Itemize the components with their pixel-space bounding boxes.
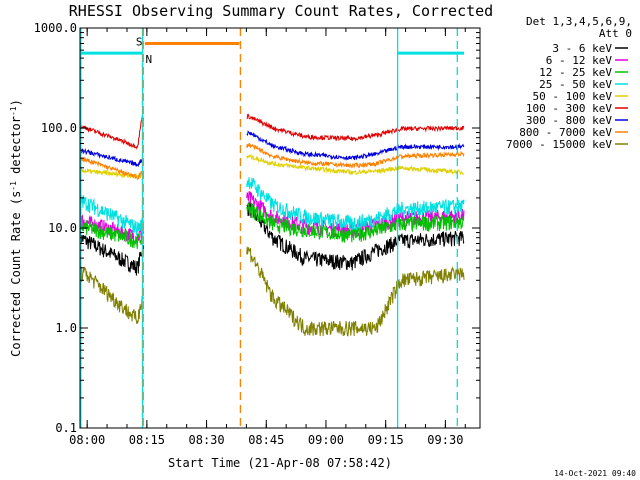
night-flag-label: N: [145, 53, 152, 66]
x-tick-label: 08:30: [189, 433, 225, 447]
plot-area: SN 1000.0 100.0 10.0 1.0 0.108:00 08:15 08:30 0…: [34, 21, 481, 447]
series-line-12-25-kev: [79, 202, 465, 249]
x-tick-label: 08:00: [69, 433, 105, 447]
data-layer: [79, 113, 465, 337]
marker-layer: [80, 28, 458, 428]
legend-label-100-300-kev: 100 - 300 keV: [526, 102, 612, 115]
legend-label-3-6-kev: 3 - 6 keV: [552, 42, 612, 55]
y-axis-label-end: ): [9, 99, 23, 106]
y-tick-label: 0.1: [55, 421, 77, 435]
y-axis-label-mid: detector: [9, 116, 23, 181]
series-line-50-100-kev: [79, 153, 465, 180]
legend-label-25-50-kev: 25 - 50 keV: [539, 78, 612, 91]
legend-label-7000-15000-kev: 7000 - 15000 keV: [506, 138, 612, 151]
x-tick-label: 09:15: [368, 433, 404, 447]
y-tick-label: 1000.0: [34, 21, 77, 35]
legend-label-12-25-kev: 12 - 25 keV: [539, 66, 612, 79]
series-line-100-300-kev: [79, 113, 465, 150]
footer-date: 14-Oct-2021 09:40: [554, 469, 636, 478]
y-axis-label: Corrected Count Rate (s-1 detector-1): [9, 99, 24, 357]
legend-header-line-1: Det 1,3,4,5,6,9,: [526, 15, 632, 28]
series-line-3-6-kev: [79, 201, 465, 276]
axis-layer: 1000.0 100.0 10.0 1.0 0.108:00 08:15 08:30 08:4…: [34, 21, 480, 447]
x-tick-label: 08:15: [129, 433, 165, 447]
y-tick-label: 10.0: [48, 221, 77, 235]
x-axis-label: Start Time (21-Apr-08 07:58:42): [168, 456, 392, 470]
legend-label-300-800-kev: 300 - 800 keV: [526, 114, 612, 127]
series-line-800-7000-kev: [79, 143, 465, 180]
y-tick-label: 1.0: [55, 321, 77, 335]
legend-label-800-7000-kev: 800 - 7000 keV: [519, 126, 612, 139]
legend-label-50-100-kev: 50 - 100 keV: [533, 90, 613, 103]
y-tick-label: 100.0: [41, 121, 77, 135]
series-line-7000-15000-kev: [79, 246, 465, 337]
x-tick-label: 09:00: [308, 433, 344, 447]
x-tick-label: 08:45: [248, 433, 284, 447]
saa-flag-label: S: [136, 35, 143, 48]
y-axis-label-sup-2: -1: [9, 106, 18, 116]
y-axis-label-sup-1: -1: [9, 181, 18, 191]
legend-label-6-12-kev: 6 - 12 keV: [546, 54, 613, 67]
series-line-300-800-kev: [79, 130, 465, 168]
series-line-25-50-kev: [79, 177, 465, 236]
legend-header-line-2: Att 0: [599, 27, 632, 40]
flag-layer: SN: [80, 35, 465, 66]
y-axis-label-main: Corrected Count Rate (s: [9, 191, 23, 357]
x-tick-label: 09:30: [427, 433, 463, 447]
chart-title: RHESSI Observing Summary Count Rates, Co…: [69, 2, 493, 20]
